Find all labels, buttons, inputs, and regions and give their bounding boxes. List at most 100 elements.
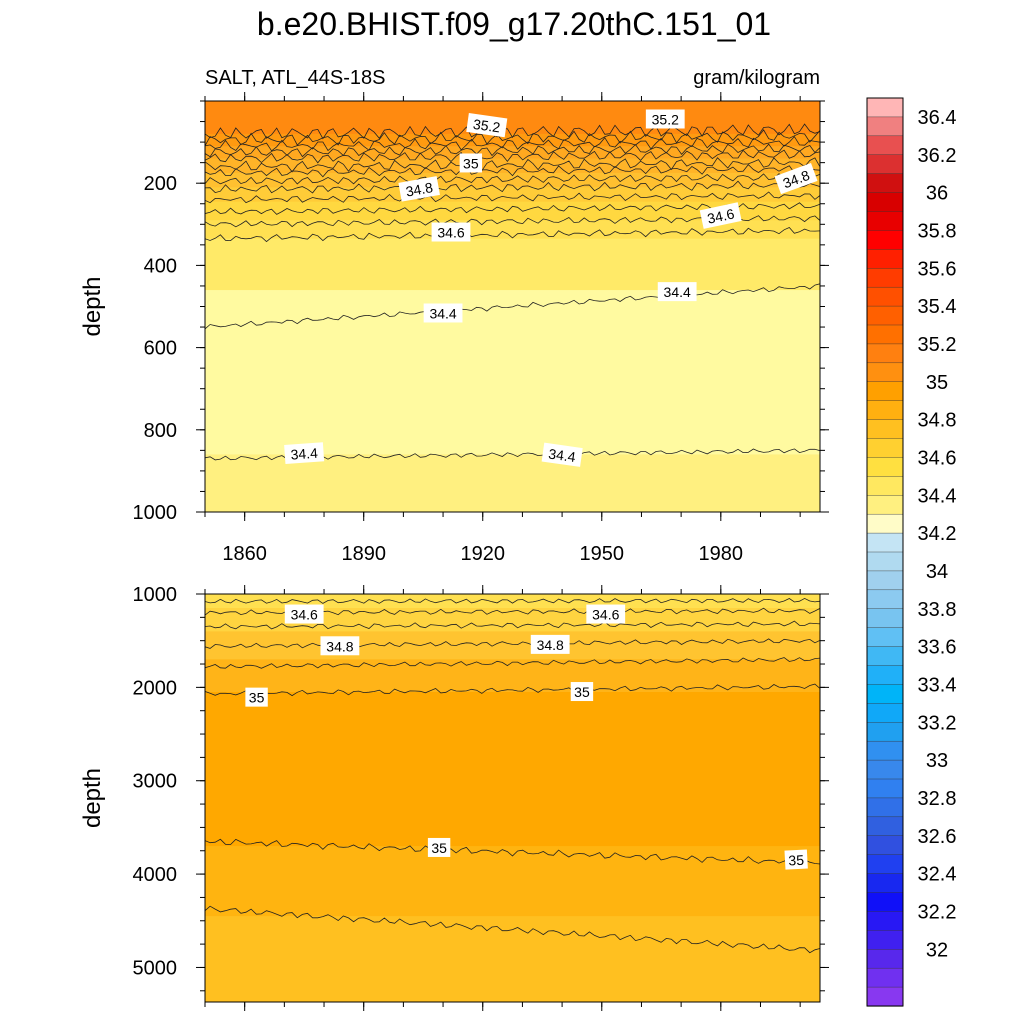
contour-label: 34.4 [657, 282, 697, 302]
colorbar-label: 34.4 [918, 485, 957, 507]
contour-line [205, 180, 820, 194]
contour-fill-band [205, 290, 820, 456]
colorbar-box [866, 589, 904, 610]
colorbar-box [866, 324, 904, 345]
colorbar-box [866, 873, 904, 894]
contour-line [205, 191, 820, 204]
colorbar-box [866, 627, 904, 648]
colorbar-label: 35 [926, 372, 948, 394]
colorbar-box [866, 532, 904, 553]
svg-text:34.6: 34.6 [706, 205, 736, 226]
contour-fill-band [205, 692, 820, 848]
contour-line [205, 905, 820, 954]
contour-line [205, 173, 820, 185]
colorbar-box [866, 892, 904, 913]
svg-text:34.4: 34.4 [290, 445, 319, 463]
x-tick-label: 1860 [222, 543, 267, 565]
contour-line [205, 657, 820, 669]
contour-label: 35 [784, 849, 808, 870]
colorbar-box [866, 854, 904, 875]
contour-line [205, 227, 820, 243]
svg-text:35.2: 35.2 [472, 116, 501, 136]
svg-text:35: 35 [249, 690, 265, 706]
y-tick-label: 200 [144, 173, 177, 195]
x-tick-label: 1920 [460, 543, 505, 565]
colorbar-box [866, 305, 904, 326]
colorbar-box [866, 778, 904, 799]
contour-label: 34.4 [284, 442, 325, 464]
svg-text:35: 35 [463, 155, 479, 171]
contour-label: 34.4 [423, 303, 463, 323]
colorbar-box [866, 362, 904, 383]
colorbar-box [866, 192, 904, 213]
colorbar-box [866, 211, 904, 232]
variable-label: SALT, ATL_44S-18S [205, 67, 385, 89]
colorbar-label: 32.8 [918, 788, 957, 810]
contour-fill-band [205, 146, 820, 160]
y-tick-label: 3000 [133, 771, 178, 793]
svg-text:34.8: 34.8 [537, 637, 564, 653]
svg-text:35.2: 35.2 [652, 111, 679, 127]
contour-line [205, 164, 820, 178]
colorbar-box [866, 135, 904, 156]
colorbar-label: 32 [926, 939, 948, 961]
colorbar-box [866, 740, 904, 761]
svg-text:35: 35 [431, 840, 447, 856]
contour-fill-band [205, 158, 820, 174]
colorbar-box [866, 116, 904, 137]
contour-label: 35 [570, 682, 594, 702]
contour-line [205, 838, 820, 866]
colorbar-box [866, 400, 904, 421]
contour-line [205, 283, 820, 330]
y-tick-label: 1000 [133, 584, 178, 606]
colorbar-box [866, 703, 904, 723]
colorbar-box [866, 684, 904, 704]
colorbar-label: 35.4 [918, 296, 957, 318]
colorbar-label: 33.8 [918, 599, 957, 621]
contour-fill-band [205, 238, 820, 292]
colorbar-box [866, 570, 904, 591]
colorbar-box [866, 97, 904, 118]
contour-fill-band [205, 220, 820, 240]
colorbar-box [866, 967, 904, 988]
colorbar-box [866, 949, 904, 969]
colorbar-label: 34 [926, 561, 948, 583]
colorbar-label: 33.4 [918, 674, 957, 696]
contour-label: 35 [427, 837, 451, 857]
contour-fill-band [205, 454, 820, 512]
contour-label: 34.6 [431, 222, 471, 242]
colorbar-label: 33.2 [918, 712, 957, 734]
contour-label: 35 [459, 153, 483, 173]
y-tick-label: 1000 [133, 502, 178, 524]
colorbar-label: 36.2 [918, 145, 957, 167]
colorbar-label: 35.2 [918, 334, 957, 356]
colorbar-label: 34.6 [918, 447, 957, 469]
colorbar-box [866, 419, 904, 440]
colorbar-box [866, 608, 904, 629]
y-tick-label: 4000 [133, 864, 178, 886]
contour-label: 35.2 [645, 109, 685, 129]
colorbar-box [866, 665, 904, 686]
units-label: gram/kilogram [693, 67, 820, 89]
y-tick-label: 400 [144, 255, 177, 277]
y-axis-label: depth [79, 768, 106, 828]
colorbar-label: 32.2 [918, 901, 957, 923]
lower-panel: 34.6 34.6 34.8 34.8 35 35 35 35 1000 2000 3000 4000… [79, 584, 829, 1011]
colorbar-box [866, 986, 904, 1007]
contour-fill-band [205, 187, 820, 203]
svg-text:34.4: 34.4 [429, 305, 456, 321]
colorbar-box [866, 816, 904, 837]
colorbar-box [866, 438, 904, 459]
colorbar-box [866, 286, 904, 307]
contour-label: 34.8 [320, 636, 360, 656]
x-tick-label: 1950 [580, 543, 625, 565]
colorbar-box [866, 722, 904, 742]
colorbar-box [866, 154, 904, 175]
x-tick-label: 1890 [341, 543, 386, 565]
contour-line [205, 638, 820, 649]
contour-fill-band [205, 631, 820, 661]
colorbar-label: 36.4 [918, 107, 957, 129]
contour-line [205, 149, 820, 164]
contour-line [205, 135, 820, 152]
